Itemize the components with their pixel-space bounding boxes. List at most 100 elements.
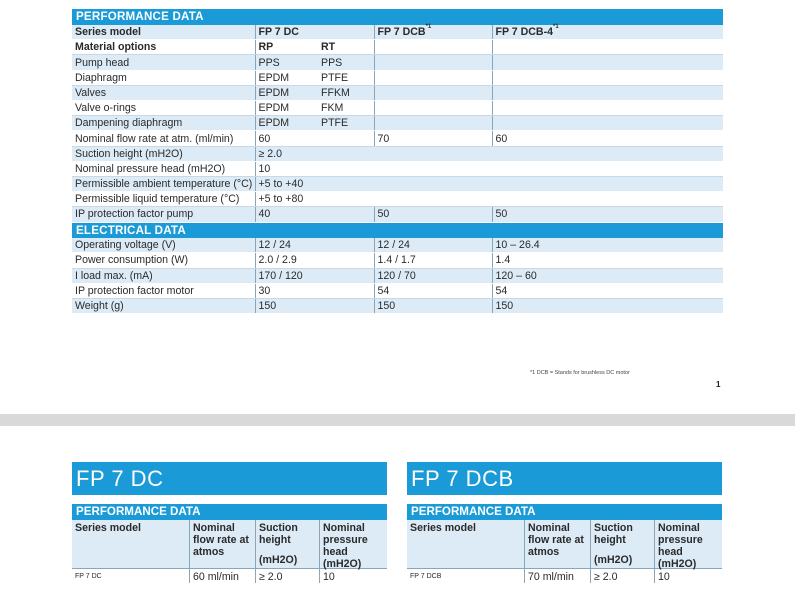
- row-value: [492, 191, 723, 208]
- row-value: 150: [254, 298, 374, 315]
- row-value: [492, 161, 723, 177]
- row-value: [374, 146, 492, 162]
- suction-header: Suction height (mH2O): [590, 520, 654, 568]
- row-value: EPDM: [254, 115, 318, 132]
- row-value: 10: [254, 161, 374, 177]
- row-value: 30: [254, 283, 374, 299]
- performance-row: Valves EPDM FFKM: [72, 85, 723, 102]
- row-value: [373, 54, 492, 71]
- row-value: ≥ 2.0: [254, 146, 374, 162]
- row-value: [491, 100, 723, 117]
- series-name: FP 7 DCB-4*1: [491, 24, 723, 41]
- row-value: 120 – 60: [491, 268, 723, 284]
- electrical-row: I load max. (mA) 170 / 120 120 / 70 120 – 6…: [72, 268, 723, 284]
- performance-row: Suction height (mH2O) ≥ 2.0: [72, 146, 723, 162]
- row-label: Power consumption (W): [72, 252, 255, 269]
- row-value: [492, 176, 723, 193]
- spec-sheet-page-1: PERFORMANCE DATA Series model FP 7 DC FP 7 …: [0, 0, 795, 414]
- electrical-row: Weight (g) 150 150 150: [72, 298, 723, 315]
- row-value: [374, 191, 492, 208]
- empty-cell: [491, 39, 723, 56]
- page-number: 1: [716, 380, 721, 389]
- pressure-header: Nominal pressure head (mH2O): [654, 520, 722, 570]
- series-model-row: Series model FP 7 DC FP 7 DCB*1 FP 7 DCB-4*…: [72, 24, 723, 41]
- spec-header: Series model Nominal flow rate at atmos …: [407, 520, 722, 570]
- row-value: [491, 85, 723, 102]
- model-name: FP 7 DC: [75, 573, 102, 580]
- row-value: [374, 161, 492, 177]
- row-value: EPDM: [254, 70, 318, 86]
- spec-sheet-page-2: FP 7 DC PERFORMANCE DATA Series model No…: [0, 426, 795, 602]
- row-label: I load max. (mA): [72, 268, 255, 284]
- row-label: Valve o-rings: [72, 100, 255, 117]
- electrical-row: Operating voltage (V) 12 / 24 12 / 24 10 – …: [72, 237, 723, 254]
- row-label: Permissible liquid temperature (°C): [72, 191, 255, 208]
- row-value: [373, 100, 492, 117]
- row-value: [491, 70, 723, 86]
- row-value: 54: [491, 283, 723, 299]
- row-value: [491, 115, 723, 132]
- row-value: 150: [491, 298, 723, 315]
- row-value: PTFE: [318, 70, 374, 86]
- model-name: FP 7 DCB: [410, 573, 442, 580]
- performance-row: IP protection factor pump 40 50 50: [72, 206, 723, 223]
- row-value: 12 / 24: [373, 237, 492, 254]
- row-value: [373, 85, 492, 102]
- row-label: Weight (g): [72, 298, 255, 315]
- row-value: 10 – 26.4: [491, 237, 723, 254]
- row-value: [492, 146, 723, 162]
- product-card-fp7dcb: FP 7 DCB PERFORMANCE DATA Series model N…: [407, 462, 722, 583]
- row-value: 40: [254, 206, 374, 223]
- product-card-fp7dc: FP 7 DC PERFORMANCE DATA Series model No…: [72, 462, 387, 583]
- material-option: RT: [318, 39, 374, 56]
- row-value: 70: [373, 130, 492, 147]
- row-label: Nominal pressure head (mH2O): [72, 161, 255, 177]
- product-title: FP 7 DC: [72, 462, 387, 495]
- row-label: Nominal flow rate at atm. (ml/min): [72, 130, 255, 147]
- product-title: FP 7 DCB: [407, 462, 722, 495]
- electrical-row: Power consumption (W) 2.0 / 2.9 1.4 / 1.7 1…: [72, 252, 723, 269]
- performance-row: Permissible liquid temperature (°C) +5 to…: [72, 191, 723, 208]
- electrical-heading: ELECTRICAL DATA: [72, 222, 723, 238]
- row-value: 1.4: [491, 252, 723, 269]
- pressure-value: 10: [319, 569, 387, 583]
- flow-rate-header: Nominal flow rate at atmos: [189, 520, 255, 568]
- row-value: 12 / 24: [254, 237, 374, 254]
- series-label: Series model: [72, 24, 255, 41]
- series-label: Series model: [410, 522, 476, 534]
- material-label: Material options: [72, 39, 255, 56]
- row-value: 170 / 120: [254, 268, 374, 284]
- row-value: FKM: [318, 100, 374, 117]
- row-value: 2.0 / 2.9: [254, 252, 374, 269]
- row-value: 120 / 70: [373, 268, 492, 284]
- series-label: Series model: [75, 522, 141, 534]
- row-value: 54: [373, 283, 492, 299]
- spec-header: Series model Nominal flow rate at atmos …: [72, 520, 387, 570]
- performance-heading: PERFORMANCE DATA: [407, 504, 722, 520]
- performance-row: Nominal pressure head (mH2O) 10: [72, 161, 723, 177]
- row-value: FFKM: [318, 85, 374, 102]
- performance-table: PERFORMANCE DATA Series model FP 7 DC FP 7 …: [72, 9, 723, 315]
- row-label: Operating voltage (V): [72, 237, 255, 254]
- performance-heading: PERFORMANCE DATA: [72, 504, 387, 520]
- performance-heading: PERFORMANCE DATA: [72, 9, 723, 25]
- performance-row: Permissible ambient temperature (°C) +5 t…: [72, 176, 723, 193]
- row-label: Dampening diaphragm: [72, 115, 255, 132]
- row-value: PTFE: [318, 115, 374, 132]
- row-value: 60: [491, 130, 723, 147]
- flow-rate-value: 60 ml/min: [189, 569, 255, 583]
- row-value: +5 to +40: [254, 176, 374, 193]
- row-label: Suction height (mH2O): [72, 146, 255, 162]
- row-value: EPDM: [254, 85, 318, 102]
- performance-row: Diaphragm EPDM PTFE: [72, 70, 723, 86]
- performance-row: Dampening diaphragm EPDM PTFE: [72, 115, 723, 132]
- row-label: Diaphragm: [72, 70, 255, 86]
- row-label: Permissible ambient temperature (°C): [72, 176, 255, 193]
- series-name: FP 7 DCB*1: [373, 24, 492, 41]
- row-value: EPDM: [254, 100, 318, 117]
- performance-row: Valve o-rings EPDM FKM: [72, 100, 723, 117]
- pressure-value: 10: [654, 569, 722, 583]
- material-options-row: Material options RP RT: [72, 39, 723, 56]
- performance-row: Pump head PPS PPS: [72, 54, 723, 71]
- series-name: FP 7 DC: [254, 24, 374, 41]
